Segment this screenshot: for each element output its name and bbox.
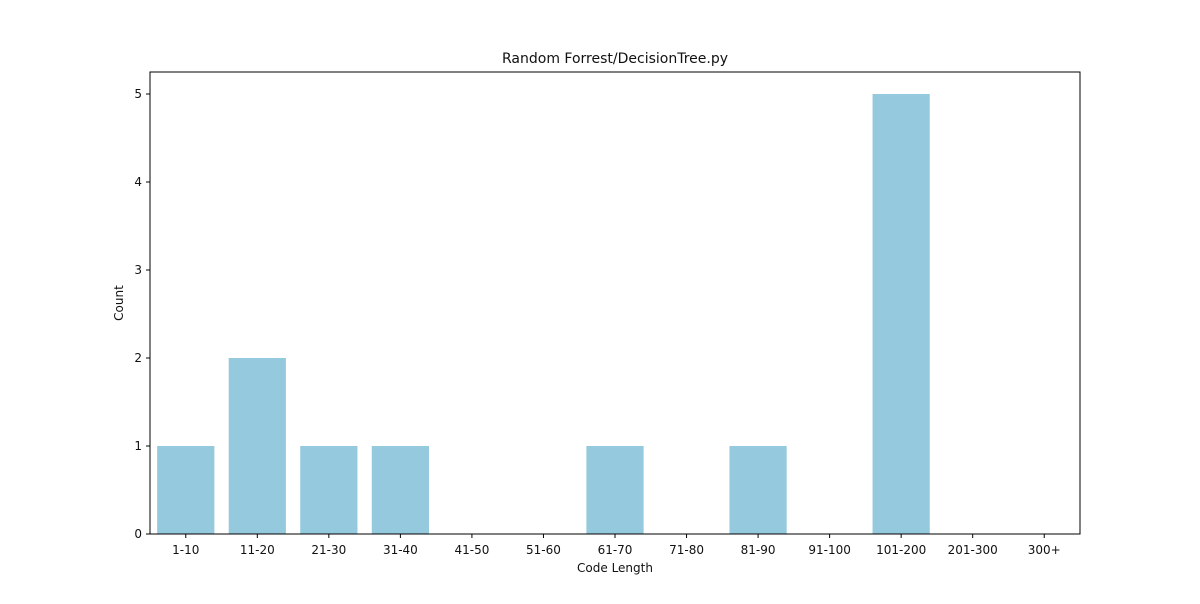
x-tick-label: 81-90 [741,543,776,557]
y-tick-label: 1 [134,439,142,453]
x-tick-label: 61-70 [598,543,633,557]
x-tick-label: 300+ [1028,543,1061,557]
x-tick-label: 31-40 [383,543,418,557]
bar-81-90 [729,446,787,534]
chart-title: Random Forrest/DecisionTree.py [502,51,728,67]
y-tick-label: 0 [134,527,142,541]
y-tick-label: 3 [134,263,142,277]
bar-31-40 [371,446,429,534]
bar-21-30 [300,446,358,534]
x-tick-label: 101-200 [876,543,926,557]
x-tick-label: 71-80 [669,543,704,557]
bar-101-200 [872,94,930,534]
x-tick-label: 51-60 [526,543,561,557]
x-axis-ticks: 1-10 11-20 21-30 31-40 41-50 51-60 61-70 71-80 8… [172,534,1061,557]
y-axis-ticks: 0 1 2 3 4 5 [134,87,150,541]
x-axis-label: Code Length [577,561,653,575]
y-axis-label: Count [112,285,126,321]
x-tick-label: 201-300 [948,543,998,557]
y-tick-label: 2 [134,351,142,365]
y-tick-label: 5 [134,87,142,101]
plot-frame [149,71,1081,535]
x-tick-label: 11-20 [240,543,275,557]
x-tick-label: 21-30 [311,543,346,557]
x-tick-label: 1-10 [172,543,199,557]
x-tick-label: 41-50 [454,543,489,557]
x-tick-label: 91-100 [808,543,851,557]
bar-61-70 [586,446,644,534]
bar-1-10 [157,446,215,534]
bars-group [157,94,930,534]
y-tick-label: 4 [134,175,142,189]
bar-11-20 [228,358,286,534]
